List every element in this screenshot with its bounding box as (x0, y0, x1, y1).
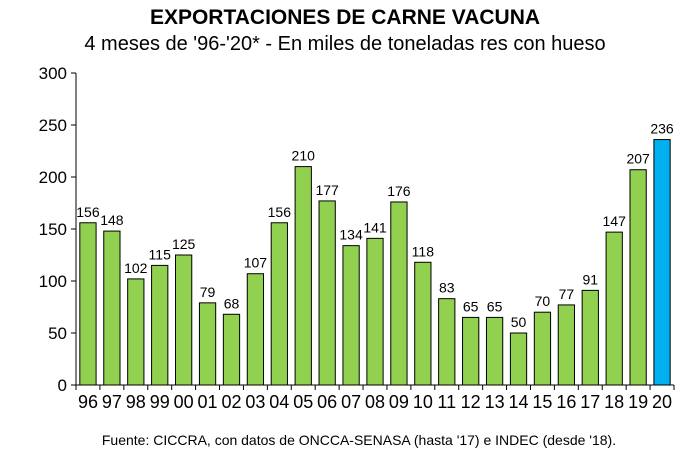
data-label: 236 (650, 121, 674, 137)
data-label: 70 (535, 293, 551, 309)
data-label: 156 (76, 204, 100, 220)
y-tick-label: 50 (48, 324, 67, 343)
x-tick-label: 17 (580, 392, 600, 412)
bar (414, 261, 432, 386)
x-tick-label: 12 (461, 392, 481, 412)
data-label: 102 (124, 260, 148, 276)
x-tick-label: 16 (556, 392, 576, 412)
data-label: 83 (439, 280, 455, 296)
x-tick-label: 98 (126, 392, 146, 412)
data-label: 210 (292, 148, 316, 164)
y-tick-label: 150 (39, 220, 67, 239)
data-label: 115 (149, 246, 172, 262)
data-label: 77 (559, 286, 575, 302)
x-tick-label: 14 (509, 392, 529, 412)
bar (79, 222, 97, 386)
data-label: 141 (363, 219, 387, 235)
x-tick-label: 06 (317, 392, 337, 412)
bar (462, 316, 480, 386)
data-label: 207 (626, 151, 650, 167)
x-tick-label: 99 (150, 392, 170, 412)
x-tick-label: 05 (293, 392, 313, 412)
data-label: 147 (603, 213, 627, 229)
x-tick-label: 07 (341, 392, 361, 412)
bar (581, 289, 599, 386)
bar (127, 278, 145, 386)
source-note: Fuente: CICCRA, con datos de ONCCA-SENAS… (101, 432, 617, 448)
x-tick-label: 96 (78, 392, 98, 412)
bar (175, 254, 193, 386)
bar (629, 169, 647, 386)
data-label: 68 (224, 295, 240, 311)
bar (366, 237, 384, 386)
bar (605, 231, 623, 386)
data-label: 177 (315, 182, 339, 198)
bar (653, 139, 671, 386)
chart-subtitle: 4 meses de '96-'20* - En miles de tonela… (84, 33, 606, 55)
x-tick-label: 10 (413, 392, 433, 412)
bar (198, 302, 217, 386)
data-label: 148 (100, 212, 124, 228)
x-tick-label: 19 (628, 392, 648, 412)
bar (342, 245, 360, 386)
x-tick-label: 97 (102, 392, 122, 412)
bar (270, 222, 288, 386)
bar (533, 311, 552, 386)
data-label: 65 (487, 298, 503, 314)
x-tick-label: 20 (652, 392, 672, 412)
x-tick-label: 11 (437, 392, 456, 412)
x-tick-label: 00 (174, 392, 194, 412)
data-label: 50 (511, 314, 527, 330)
data-label: 79 (200, 284, 216, 300)
x-tick-label: 02 (221, 392, 241, 412)
y-tick-label: 300 (39, 64, 67, 83)
y-tick-label: 0 (58, 376, 67, 395)
chart-title: EXPORTACIONES DE CARNE VACUNA (149, 6, 541, 29)
data-label: 176 (387, 183, 411, 199)
y-tick-label: 250 (39, 116, 67, 135)
x-tick-label: 18 (604, 392, 624, 412)
x-tick-label: 01 (198, 392, 218, 412)
bar (222, 313, 241, 386)
data-label: 65 (463, 298, 479, 314)
bar (246, 273, 265, 386)
x-tick-label: 09 (389, 392, 409, 412)
data-label: 91 (582, 271, 598, 287)
data-label: 156 (268, 204, 292, 220)
data-label: 107 (244, 255, 268, 271)
y-tick-label: 100 (39, 272, 67, 291)
x-tick-label: 04 (269, 392, 289, 412)
x-tick-label: 03 (245, 392, 265, 412)
bar (294, 166, 312, 386)
bar (318, 200, 336, 386)
x-tick-label: 08 (365, 392, 385, 412)
data-label: 125 (172, 236, 196, 252)
bar (438, 298, 456, 386)
bar (390, 201, 408, 386)
bar (557, 304, 575, 386)
data-label: 134 (339, 227, 363, 243)
data-label: 118 (412, 243, 435, 259)
bar (151, 264, 169, 386)
y-tick-label: 200 (39, 168, 67, 187)
bar (103, 230, 121, 386)
bar (509, 332, 528, 386)
x-tick-label: 13 (485, 392, 505, 412)
x-tick-label: 15 (532, 392, 552, 412)
bar (485, 316, 504, 386)
